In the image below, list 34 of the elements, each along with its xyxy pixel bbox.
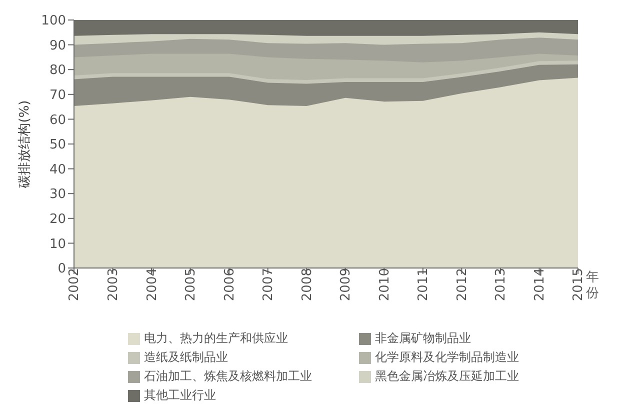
y-tick-label: 90 — [49, 38, 66, 54]
x-tick-label: 2013 — [494, 268, 509, 302]
x-tick-label: 2011 — [416, 268, 432, 302]
x-tick-label: 2010 — [377, 268, 392, 302]
x-tick-label: 2004 — [144, 268, 160, 302]
x-tick-label: 2015 — [571, 268, 586, 302]
legend-label: 化学原料及化学制品制造业 — [375, 349, 519, 366]
y-tick-label: 80 — [49, 63, 66, 78]
y-tick-label: 0 — [58, 262, 66, 277]
y-tick-label: 50 — [49, 138, 66, 153]
y-tick-label: 70 — [49, 88, 66, 104]
legend-label: 其他工业行业 — [144, 387, 216, 404]
y-tick-label: 10 — [49, 236, 66, 252]
legend-label: 非金属矿物制品业 — [375, 330, 471, 347]
y-tick-label: 100 — [41, 14, 66, 29]
x-tick-label: 2008 — [300, 268, 315, 302]
legend-label: 黑色金属冶炼及压延加工业 — [375, 368, 519, 385]
y-tick-label: 20 — [49, 212, 66, 228]
x-axis-title: 年份 — [586, 270, 600, 302]
x-tick-label: 2009 — [338, 268, 354, 302]
x-tick-label: 2012 — [454, 268, 470, 302]
y-axis-title: 碳排放结构(%) — [18, 100, 33, 189]
x-tick-label: 2007 — [261, 268, 276, 302]
x-tick-label: 2005 — [184, 268, 199, 302]
legend-label: 造纸及纸制品业 — [144, 349, 228, 366]
x-tick-label: 2006 — [222, 268, 238, 302]
legend-label: 电力、热力的生产和供应业 — [144, 330, 288, 347]
x-tick-label: 2003 — [106, 268, 121, 302]
legend-label: 石油加工、炼焦及核燃料加工业 — [144, 368, 312, 385]
y-tick-label: 30 — [49, 187, 66, 202]
x-tick-label: 2014 — [532, 268, 548, 302]
y-tick-label: 40 — [49, 162, 66, 178]
y-tick-label: 60 — [49, 112, 66, 128]
x-tick-label: 2002 — [67, 268, 82, 302]
